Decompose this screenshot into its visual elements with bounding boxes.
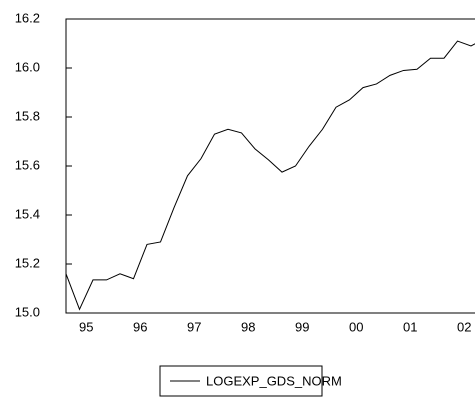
x-tick-label: 95 [79,319,93,334]
x-tick-label: 02 [457,319,471,334]
plot-frame [65,18,475,314]
y-tick-label: 16.2 [15,10,40,25]
x-tick-label: 97 [187,319,201,334]
y-tick-label: 15.4 [15,206,40,221]
y-tick-label: 15.2 [15,255,40,270]
x-tick-label: 96 [133,319,147,334]
series-line [66,40,475,311]
legend-label: LOGEXP_GDS_NORM [206,373,342,388]
y-tick-label: 16.0 [15,59,40,74]
plot-area [66,40,475,311]
x-tick-label: 01 [403,319,417,334]
y-tick-label: 15.0 [15,304,40,319]
y-tick-label: 15.8 [15,108,40,123]
x-tick-label: 99 [295,319,309,334]
x-tick-label: 00 [349,319,363,334]
y-tick-label: 15.6 [15,157,40,172]
legend-box [159,365,323,397]
x-tick-label: 98 [241,319,255,334]
